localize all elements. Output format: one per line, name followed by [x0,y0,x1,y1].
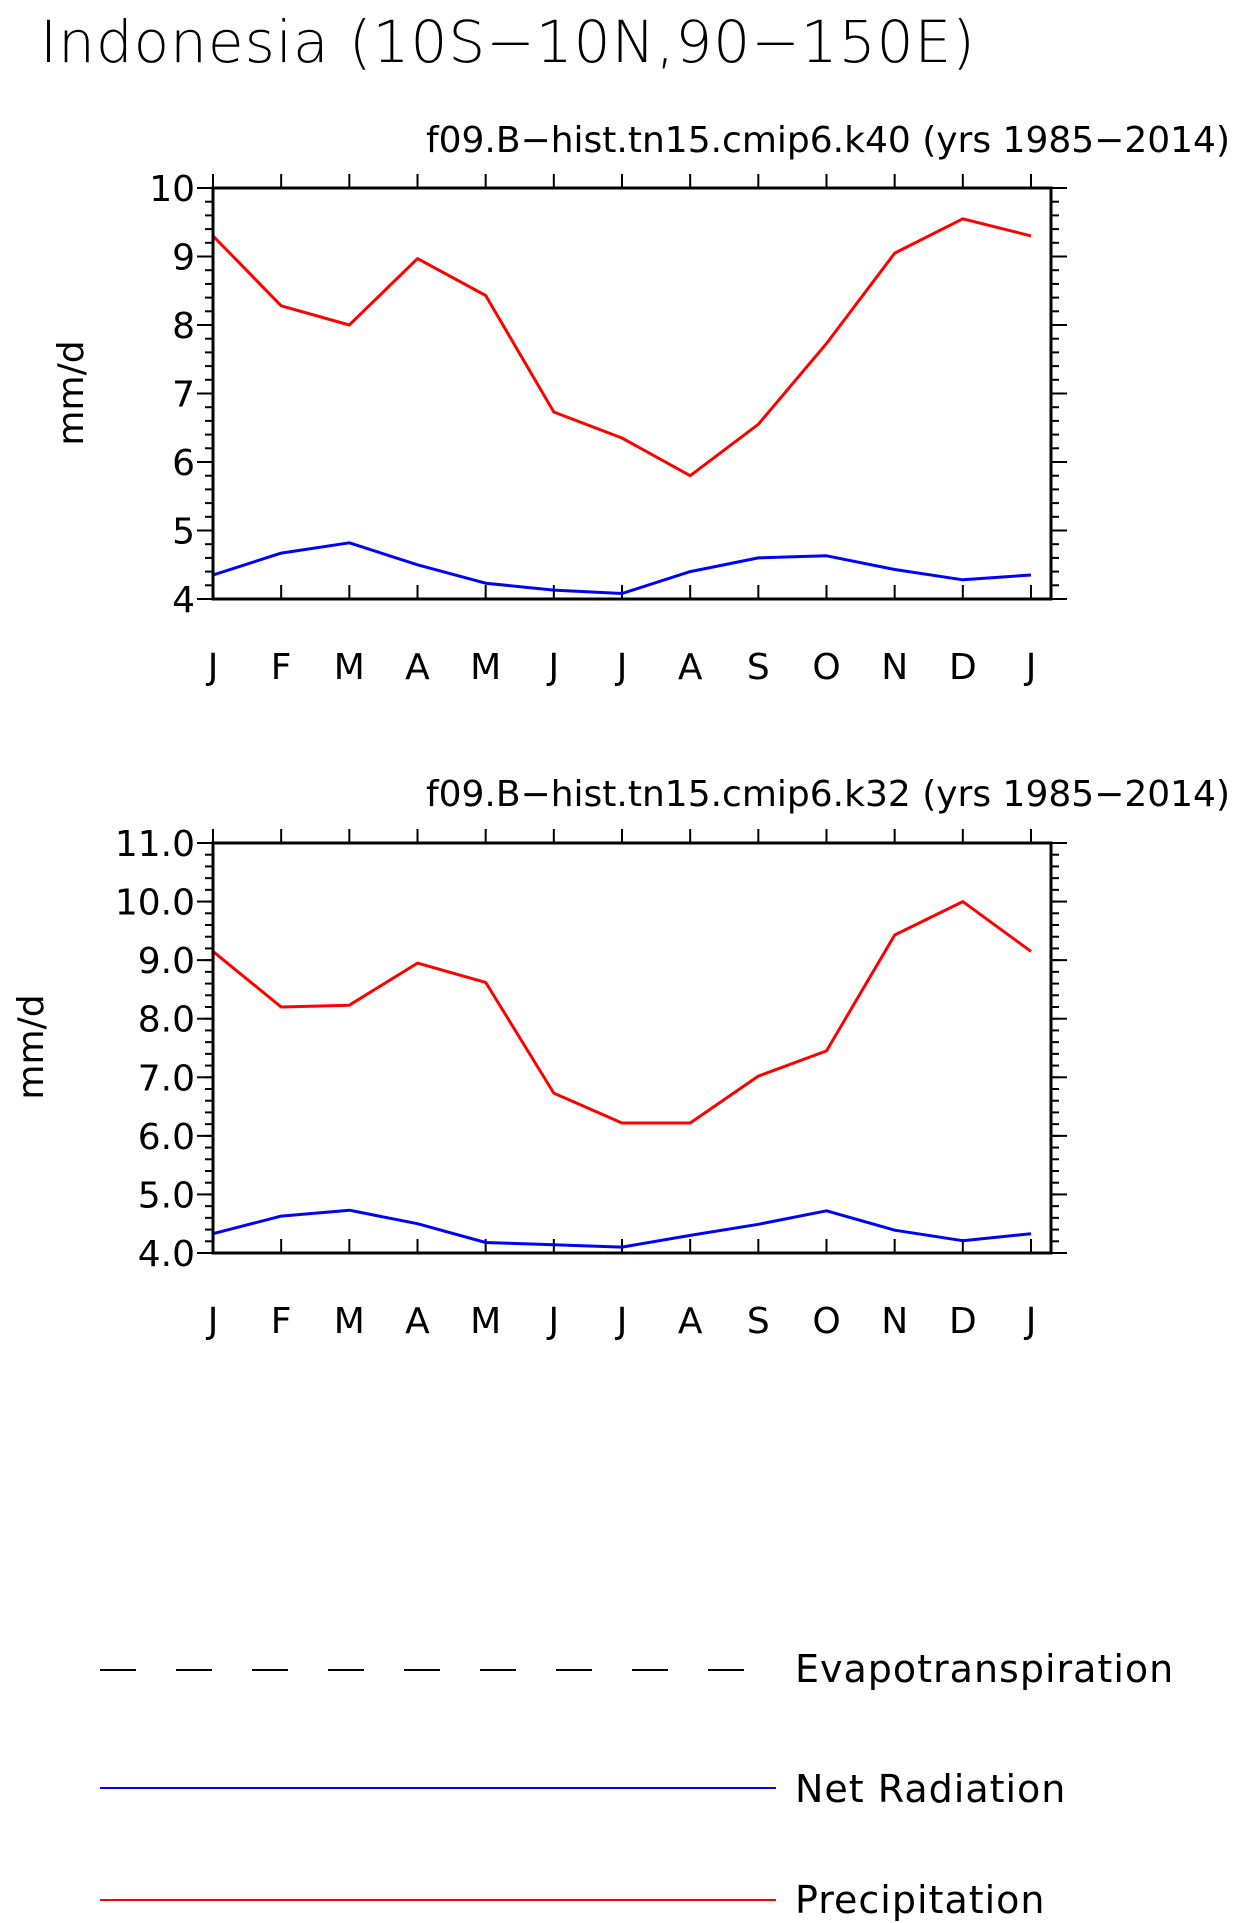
legend: Evapotranspiration Net Radiation Precipi… [100,1647,1174,1922]
panel-k32-y-tick-label: 5.0 [138,1175,195,1216]
panel-k40-x-tick-label: M [470,647,501,688]
panel-k32-x-tick-label: J [1024,1301,1037,1342]
panel-k40-x-tick-label: O [812,647,840,688]
legend-item-precipitation: Precipitation [100,1878,1046,1922]
panel-k40-x-tick-label: D [949,647,977,688]
panel-k40-y-tick-label: 7 [172,375,195,416]
panel-k40-x-tick-label: N [881,647,908,688]
legend-item-evapotranspiration: Evapotranspiration [100,1647,1174,1691]
panel-k32-x-tick-label: M [470,1301,501,1342]
figure-title: Indonesia (10S−10N,90−150E) [40,8,976,76]
panel-k40-x-tick-label: J [1024,647,1037,688]
panel-k32-x-tick-label: J [206,1301,219,1342]
panel-k32: f09.B−hist.tn15.cmip6.k32 (yrs 1985−2014… [11,774,1230,1342]
panel-k40-y-tick-label: 4 [172,580,195,621]
panel-k40-precipitation-line [211,217,1032,478]
panel-k40: f09.B−hist.tn15.cmip6.k40 (yrs 1985−2014… [51,120,1230,688]
panel-k40-y-tick-label: 9 [172,238,195,279]
panel-k40-y-tick-label: 10 [149,169,195,210]
panel-k40-y-axis-label: mm/d [51,340,92,445]
panel-k32-precipitation-line [212,900,1032,1125]
legend-label-evapotranspiration: Evapotranspiration [795,1647,1174,1691]
panel-k32-x-tick-label: A [678,1301,703,1342]
panel-k40-x-tick-label: J [206,647,219,688]
panel-k40-x-tick-label: F [271,647,292,688]
panel-k32-x-tick-label: J [547,1301,560,1342]
panel-k40-net-radiation-line [212,541,1032,595]
panel-k32-x-tick-label: A [405,1301,430,1342]
legend-label-net-radiation: Net Radiation [795,1767,1066,1811]
panel-k40-x-tick-label: S [747,647,770,688]
panel-k32-y-tick-label: 10.0 [115,883,195,924]
panel-k32-y-tick-label: 4.0 [138,1234,195,1275]
legend-label-precipitation: Precipitation [795,1878,1046,1922]
panel-k32-x-tick-label: F [271,1301,292,1342]
panel-k40-plot-frame [211,186,1053,601]
panel-k40-x-tick-label: J [615,647,628,688]
panel-k40-x-tick-label: M [334,647,365,688]
panel-k40-y-tick-label: 8 [172,306,195,347]
panel-k40-x-tick-label: J [547,647,560,688]
panel-k32-net-radiation-line [212,1208,1032,1249]
panel-k40-x-tick-label: A [405,647,430,688]
panel-k32-y-tick-label: 9.0 [138,941,195,982]
panel-k40-title: f09.B−hist.tn15.cmip6.k40 (yrs 1985−2014… [426,120,1230,161]
panel-k32-x-tick-label: M [334,1301,365,1342]
panel-k32-y-tick-label: 8.0 [138,1000,195,1041]
panel-k40-y-tick-label: 6 [172,443,195,484]
legend-item-net-radiation: Net Radiation [100,1767,1066,1811]
panel-k32-x-tick-label: N [881,1301,908,1342]
panel-k32-x-tick-label: D [949,1301,977,1342]
panel-k32-x-tick-label: O [812,1301,840,1342]
panel-k32-y-axis-label: mm/d [11,994,52,1099]
panel-k32-marks: J F M A M J J A S O N D J4.05.06.07.08.09.010.011.0 [115,824,1067,1342]
panel-k32-x-tick-label: J [615,1301,628,1342]
panel-k40-y-tick-label: 5 [172,512,195,553]
panel-k32-y-tick-label: 7.0 [138,1058,195,1099]
panel-k32-y-tick-label: 11.0 [115,824,195,865]
panel-k32-title: f09.B−hist.tn15.cmip6.k32 (yrs 1985−2014… [426,774,1230,815]
panel-k40-x-tick-label: A [678,647,703,688]
panel-k32-y-tick-label: 6.0 [138,1117,195,1158]
panel-k32-x-tick-label: S [747,1301,770,1342]
panel-k32-plot-frame [211,841,1053,1255]
